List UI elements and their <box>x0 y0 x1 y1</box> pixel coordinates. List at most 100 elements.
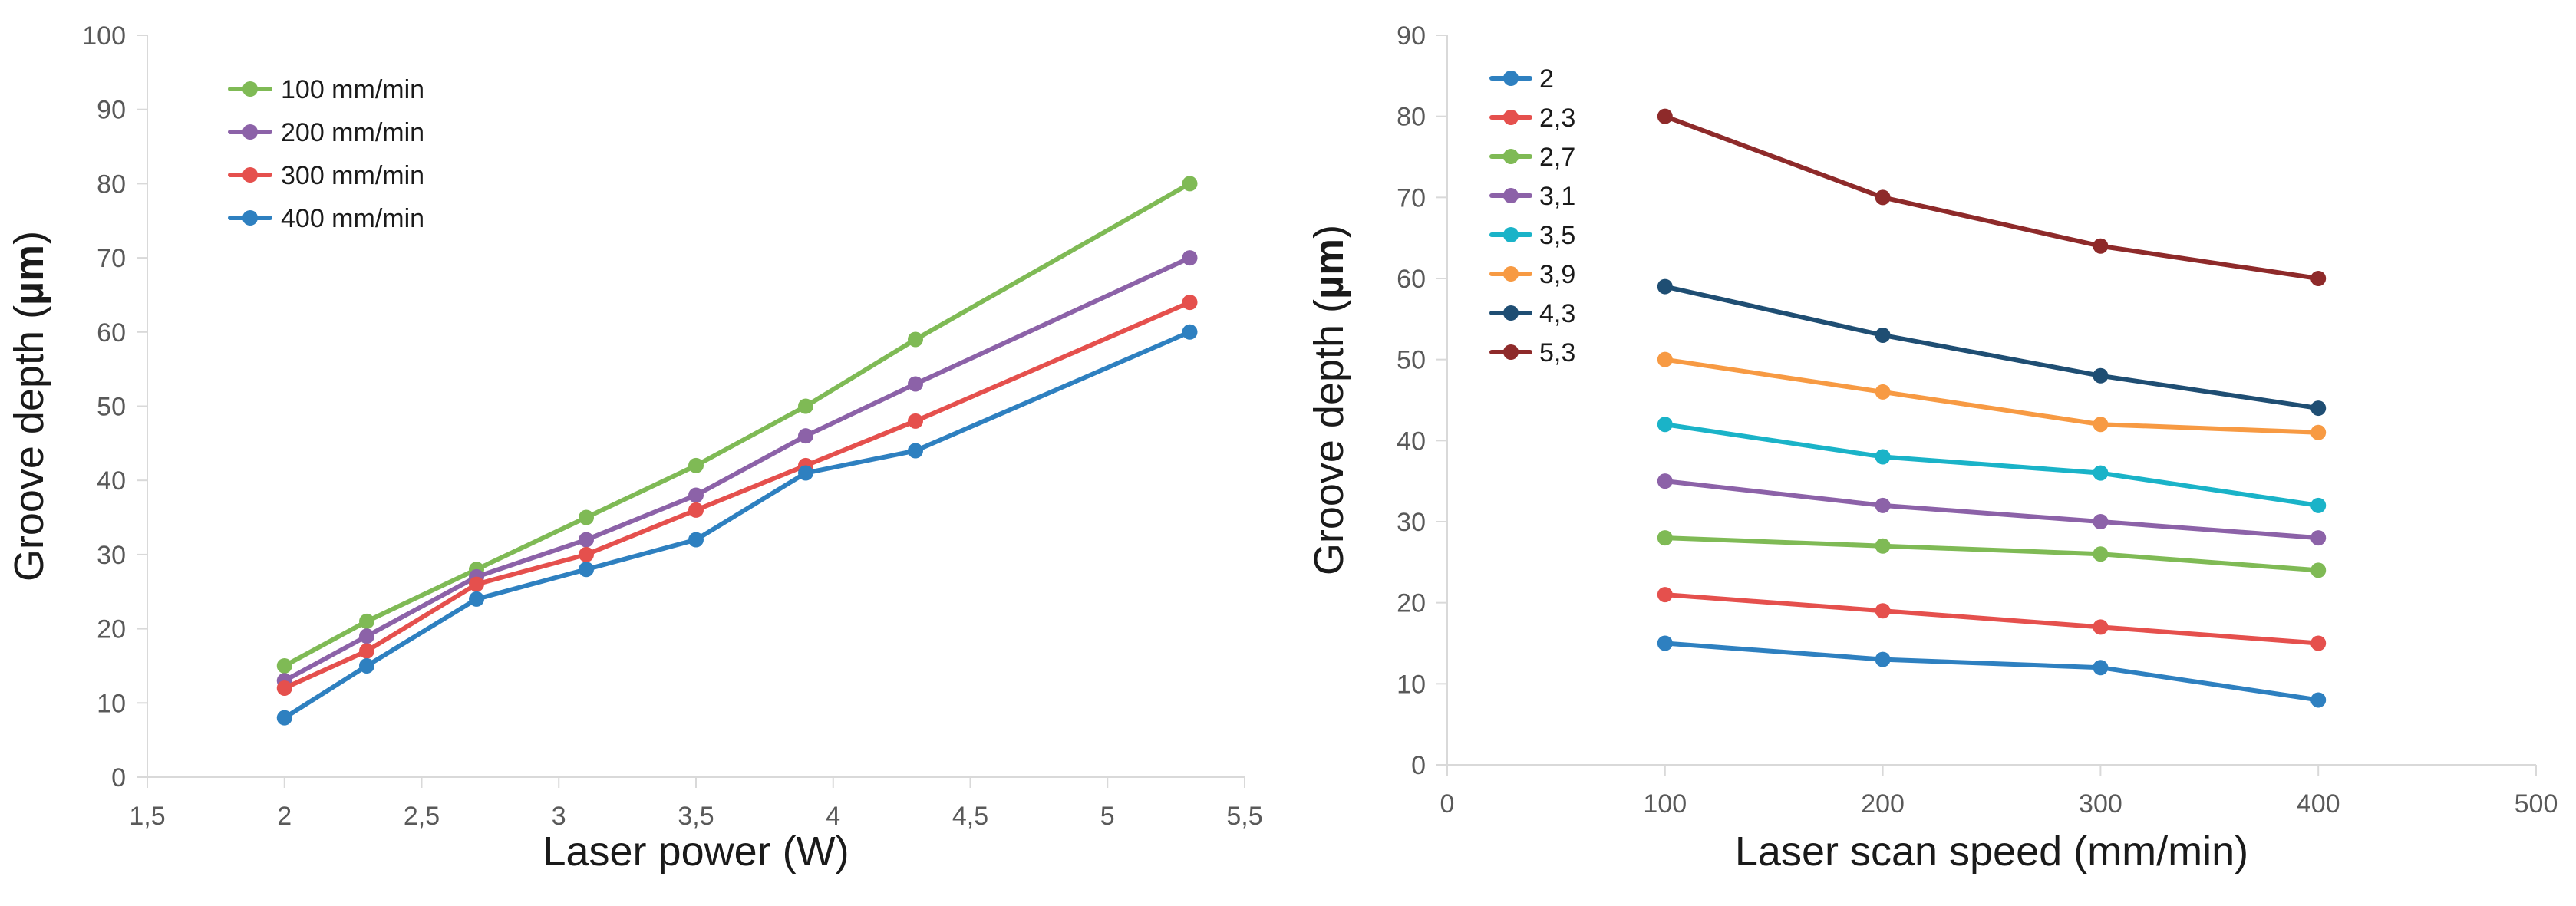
data-point <box>469 576 484 592</box>
data-point <box>1657 473 1673 489</box>
data-point <box>2093 660 2109 676</box>
x-tick-label: 0 <box>1440 789 1455 819</box>
x-tick-label: 300 <box>2079 789 2122 819</box>
series-100-mm-min <box>276 176 1198 674</box>
legend-marker <box>1503 227 1519 242</box>
x-tick-label: 500 <box>2515 789 2558 819</box>
data-point <box>2093 417 2109 433</box>
data-point <box>1657 587 1673 603</box>
data-point <box>2093 619 2109 635</box>
y-tick-label: 40 <box>97 466 126 496</box>
x-tick-label: 5 <box>1100 802 1115 831</box>
x-tick-label: 4 <box>826 802 840 831</box>
data-point <box>276 710 292 726</box>
y-tick-label: 60 <box>1397 265 1426 294</box>
data-point <box>359 657 374 674</box>
y-tick-label: 50 <box>1397 346 1426 375</box>
y-tick-label: 70 <box>1397 183 1426 212</box>
y-tick-label: 30 <box>1397 508 1426 537</box>
data-point <box>688 502 704 518</box>
legend-label: 3,9 <box>1539 260 1575 289</box>
legend-label: 4,3 <box>1539 299 1575 328</box>
series-line <box>1662 641 2321 703</box>
y-tick-label: 60 <box>97 318 126 348</box>
data-point <box>2310 497 2327 513</box>
data-point <box>1875 538 1891 554</box>
y-tick-label: 10 <box>97 689 126 718</box>
series-line <box>1662 535 2321 573</box>
data-point <box>1182 295 1198 311</box>
chart-groove-depth-vs-scan-speed: 0 10 20 30 40 50 60 70 80 90 0 100 200 300 400 500 Laser… <box>1306 21 2558 875</box>
series-3-1 <box>1657 473 2327 546</box>
data-point <box>469 591 484 607</box>
y-axis-title: Groove depth (µm) <box>6 231 52 581</box>
y-tick-label: 80 <box>1397 103 1426 132</box>
data-point <box>2310 635 2327 651</box>
legend-marker <box>242 167 258 183</box>
data-point <box>1875 189 1891 206</box>
data-point <box>908 331 923 348</box>
data-point <box>2093 514 2109 529</box>
legend-marker <box>1503 71 1519 86</box>
data-point <box>2310 530 2327 546</box>
series-5-3 <box>1657 108 2327 286</box>
data-point <box>2310 692 2327 708</box>
data-point <box>908 413 923 429</box>
data-point <box>798 428 813 444</box>
data-point <box>579 562 594 578</box>
series-line <box>282 329 1192 720</box>
legend-label: 300 mm/min <box>281 161 424 190</box>
legend-label: 3,5 <box>1539 221 1575 250</box>
legend-label: 2 <box>1539 64 1554 94</box>
series-3-9 <box>1657 351 2327 440</box>
legend-marker <box>1503 344 1519 360</box>
data-point <box>1875 384 1891 400</box>
data-point <box>1182 324 1198 340</box>
data-point <box>1657 278 1673 295</box>
legend-marker <box>242 81 258 97</box>
series-2-7 <box>1657 530 2327 578</box>
legend-label: 5,3 <box>1539 338 1575 367</box>
data-point <box>579 532 594 548</box>
data-point <box>1182 176 1198 192</box>
chart-groove-depth-vs-laser-power: 0 10 20 30 40 50 60 70 80 90 100 1,5 2 2,5 3 3,5 4 4,5 5 5,… <box>6 21 1263 875</box>
legend: 100 mm/min 200 mm/min 300 mm/min 400 mm/min <box>228 75 424 233</box>
data-point <box>1657 417 1673 433</box>
data-point <box>276 680 292 696</box>
series-line <box>282 181 1192 668</box>
data-point <box>798 398 813 414</box>
data-point <box>359 628 374 644</box>
data-point <box>1875 449 1891 465</box>
series-2-3 <box>1657 587 2327 651</box>
data-point <box>359 643 374 659</box>
series-line <box>1662 284 2321 411</box>
legend-label: 200 mm/min <box>281 118 424 147</box>
x-tick-label: 3,5 <box>678 802 714 831</box>
data-point <box>2093 465 2109 481</box>
data-point <box>1182 250 1198 266</box>
x-tick-label: 1,5 <box>129 802 165 831</box>
x-axis-title: Laser power (W) <box>543 829 849 875</box>
series-line <box>1662 357 2321 435</box>
x-tick-label: 5,5 <box>1226 802 1262 831</box>
data-point <box>1657 351 1673 367</box>
legend-label: 2,3 <box>1539 104 1575 133</box>
series-400-mm-min <box>276 324 1198 726</box>
legend-marker <box>1503 110 1519 125</box>
data-point <box>2310 400 2327 417</box>
y-tick-label: 20 <box>97 615 126 644</box>
legend-marker <box>1503 149 1519 164</box>
x-tick-label: 2,5 <box>404 802 440 831</box>
data-point <box>908 376 923 392</box>
series-line <box>282 300 1192 690</box>
y-tick-label: 90 <box>1397 21 1426 51</box>
y-tick-label: 0 <box>111 763 126 792</box>
legend-marker <box>1503 305 1519 321</box>
series-line <box>1662 592 2321 646</box>
series-line <box>1662 114 2321 281</box>
data-point <box>359 613 374 629</box>
y-tick-label: 80 <box>97 170 126 199</box>
y-tick-label: 50 <box>97 393 126 422</box>
data-point <box>2093 367 2109 384</box>
